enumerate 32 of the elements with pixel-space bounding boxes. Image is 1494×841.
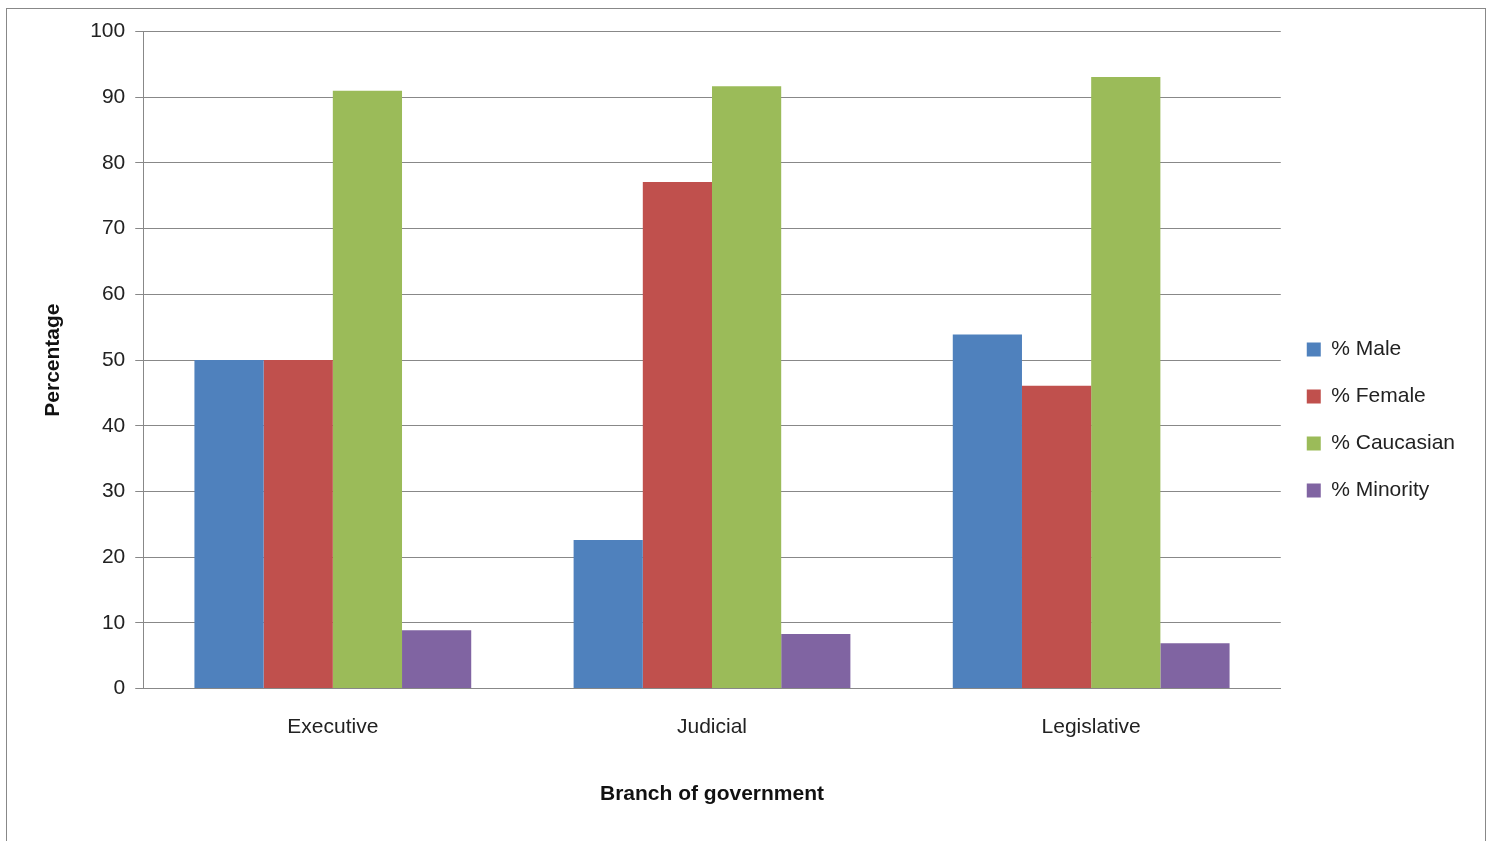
- legend-label: % Male: [1331, 336, 1402, 360]
- legend-label: % Female: [1331, 383, 1426, 407]
- bar: [712, 86, 782, 689]
- y-tick-label: 10: [101, 609, 126, 633]
- bar: [263, 360, 333, 689]
- y-tick-label: 40: [101, 412, 126, 436]
- y-axis-title: Percentage: [40, 303, 64, 417]
- bar: [402, 630, 472, 689]
- bar: [194, 360, 264, 689]
- y-tick-label: 80: [101, 149, 126, 173]
- y-tick-label: 0: [113, 675, 126, 699]
- y-tick-label: 60: [101, 281, 126, 305]
- bar: [1091, 76, 1161, 689]
- y-tick-label: 100: [90, 18, 126, 42]
- bar: [573, 540, 643, 689]
- bar: [1021, 385, 1092, 689]
- y-tick-label: 90: [101, 84, 126, 108]
- y-tick-label: 50: [101, 346, 126, 370]
- x-tick-label: Executive: [287, 714, 379, 737]
- y-tick-label: 70: [101, 215, 126, 239]
- x-tick-label: Judicial: [676, 714, 748, 737]
- bar: [952, 334, 1022, 689]
- bar: [642, 182, 712, 689]
- y-tick-label: 20: [101, 544, 126, 567]
- bar: [781, 634, 851, 689]
- y-tick-label: 30: [101, 478, 126, 502]
- x-axis-title: Branch of government: [599, 781, 825, 805]
- bar: [1160, 643, 1230, 689]
- legend-label: % Caucasian: [1331, 430, 1455, 454]
- bar: [332, 90, 403, 689]
- legend-label: % Minority: [1331, 477, 1430, 501]
- x-tick-label: Legislative: [1041, 714, 1141, 737]
